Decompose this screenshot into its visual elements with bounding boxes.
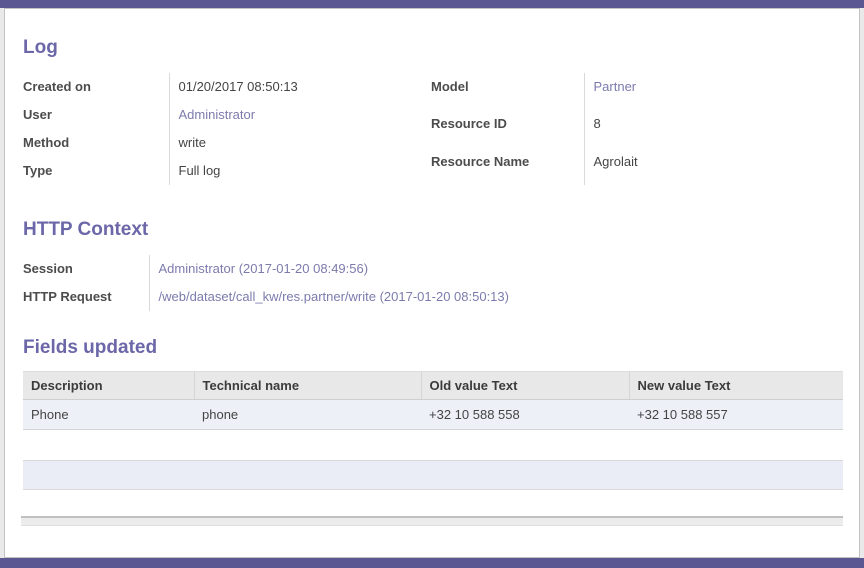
table-row[interactable]: Phone phone +32 10 588 558 +32 10 588 55…	[23, 399, 843, 430]
field-label: Resource Name	[431, 153, 530, 169]
field-value: Partner	[583, 73, 837, 111]
field-value: 8	[583, 110, 837, 148]
fields-section-title: Fields updated	[23, 337, 158, 358]
field-label: Resource ID	[431, 116, 507, 132]
column-header-new-value[interactable]: New value Text	[629, 371, 843, 400]
http-section-title: HTTP Context	[23, 219, 149, 240]
field-value: 01/20/2017 08:50:13	[168, 73, 431, 101]
model-link[interactable]: Partner	[593, 79, 637, 94]
log-section-title: Log	[23, 37, 58, 58]
field-row-http-request: HTTP Request /web/dataset/call_kw/res.pa…	[23, 283, 709, 311]
field-row-session: Session Administrator (2017-01-20 08:49:…	[23, 255, 709, 283]
field-value: Administrator (2017-01-20 08:49:56)	[148, 255, 709, 283]
horizontal-scrollbar[interactable]	[21, 516, 843, 526]
field-row-model: Model Partner	[431, 73, 837, 111]
column-header-old-value[interactable]: Old value Text	[421, 371, 630, 400]
session-link[interactable]: Administrator (2017-01-20 08:49:56)	[158, 261, 369, 276]
field-row-method: Method write	[23, 129, 431, 157]
log-field-groups: Created on 01/20/2017 08:50:13 User Admi…	[23, 73, 843, 185]
http-request-link[interactable]: /web/dataset/call_kw/res.partner/write (…	[158, 289, 509, 304]
field-row-resource-id: Resource ID 8	[431, 110, 837, 148]
cell-description: Phone	[23, 399, 194, 430]
field-label: HTTP Request	[23, 289, 112, 304]
fields-updated-table: Description Technical name Old value Tex…	[23, 371, 843, 430]
field-value: Agrolait	[583, 147, 837, 185]
http-context-group: Session Administrator (2017-01-20 08:49:…	[23, 255, 709, 311]
field-value: write	[168, 129, 431, 157]
column-header-description[interactable]: Description	[23, 371, 195, 400]
field-row-user: User Administrator	[23, 101, 431, 129]
log-right-group: Model Partner Resource ID 8 Resource Nam…	[431, 73, 837, 185]
bottom-accent-bar	[0, 558, 864, 568]
field-row-type: Type Full log	[23, 157, 431, 185]
field-label: Method	[23, 135, 70, 150]
form-sheet: Log Created on 01/20/2017 08:50:13 User …	[4, 8, 860, 558]
field-row-created-on: Created on 01/20/2017 08:50:13	[23, 73, 431, 101]
empty-row-placeholder	[23, 460, 843, 490]
field-value: Administrator	[168, 101, 431, 129]
field-label: Model	[431, 79, 469, 94]
top-accent-bar	[0, 0, 864, 8]
field-label: Type	[23, 163, 53, 178]
table-header-row: Description Technical name Old value Tex…	[23, 371, 843, 400]
column-header-technical-name[interactable]: Technical name	[194, 371, 422, 400]
field-value: Full log	[168, 157, 431, 185]
cell-new-value: +32 10 588 557	[629, 399, 843, 430]
cell-technical-name: phone	[194, 399, 421, 430]
field-label: User	[23, 107, 52, 122]
field-label: Session	[23, 261, 73, 276]
field-label: Created on	[23, 79, 91, 94]
user-link[interactable]: Administrator	[178, 107, 256, 122]
field-value: /web/dataset/call_kw/res.partner/write (…	[148, 283, 709, 311]
cell-old-value: +32 10 588 558	[421, 399, 629, 430]
log-left-group: Created on 01/20/2017 08:50:13 User Admi…	[23, 73, 431, 185]
field-row-resource-name: Resource Name Agrolait	[431, 147, 837, 185]
